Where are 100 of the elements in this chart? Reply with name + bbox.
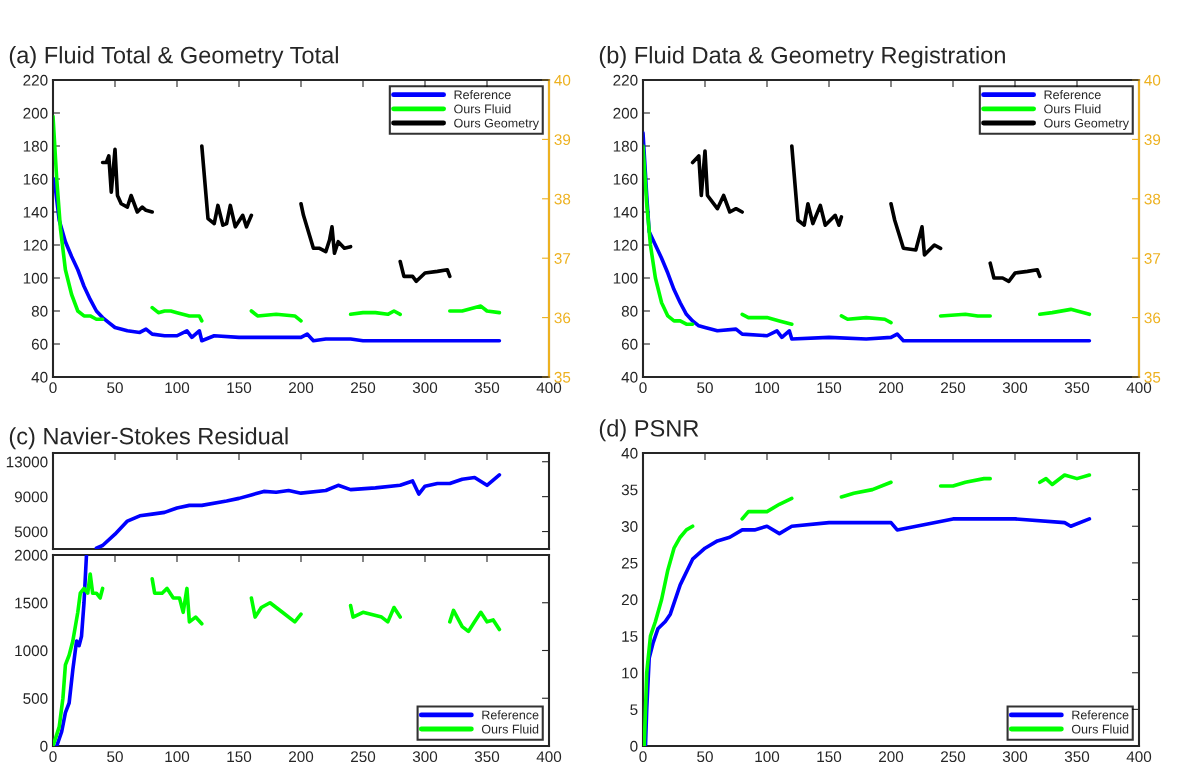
y-tick-label: 15 xyxy=(622,631,638,642)
y-tick-label: 500 xyxy=(23,693,48,704)
x-tick-label: 250 xyxy=(941,751,966,763)
chart-title: (b) Fluid Data & Geometry Registration xyxy=(599,46,1005,69)
y-tick-label: 140 xyxy=(23,206,48,218)
line-series xyxy=(53,177,502,343)
y-tick-label: 2000 xyxy=(14,549,48,561)
x-tick-label: 50 xyxy=(107,751,123,763)
y-tick-label: 5000 xyxy=(14,526,48,538)
y-tick-label: 5 xyxy=(630,704,638,716)
y-tick-label: 1500 xyxy=(15,597,48,609)
x-tick-label: 400 xyxy=(536,382,562,394)
y-tick-label: 40 xyxy=(621,371,638,383)
x-tick-label: 0 xyxy=(49,382,57,394)
y2-tick-label: 36 xyxy=(1144,312,1161,324)
y-tick-label: 10 xyxy=(622,667,638,679)
x-tick-label: 300 xyxy=(1002,751,1028,763)
x-tick-label: 150 xyxy=(817,382,842,394)
legend-label: Ours Geometry xyxy=(1044,118,1129,130)
y2-tick-label: 39 xyxy=(554,134,571,146)
y-tick-label: 100 xyxy=(613,272,638,284)
y-tick-label: 20 xyxy=(621,594,638,606)
y-tick-label: 180 xyxy=(613,140,638,152)
y-tick-label: 1000 xyxy=(15,645,48,657)
y-tick-label: 30 xyxy=(621,521,638,532)
x-tick-label: 350 xyxy=(1064,751,1090,763)
y-tick-label: 40 xyxy=(621,447,638,459)
y-tick-label: 100 xyxy=(23,272,48,284)
legend-label: Ours Fluid xyxy=(1071,724,1129,734)
y2-tick-label: 35 xyxy=(1144,371,1161,383)
x-tick-label: 250 xyxy=(351,382,376,394)
y-tick-label: 35 xyxy=(621,484,638,496)
chart-title: (a) Fluid Total & Geometry Total xyxy=(9,46,338,69)
y-tick-label: 40 xyxy=(31,371,48,383)
x-tick-label: 0 xyxy=(639,751,647,763)
chart-title: (c) Navier-Stokes Residual xyxy=(9,427,288,450)
y-tick-label: 0 xyxy=(40,740,48,752)
y-tick-label: 25 xyxy=(621,557,638,569)
x-tick-label: 200 xyxy=(289,382,314,394)
y-tick-label: 200 xyxy=(23,107,48,119)
line-series xyxy=(94,473,502,549)
x-tick-label: 200 xyxy=(289,751,314,763)
y-tick-label: 9000 xyxy=(14,491,48,503)
x-tick-label: 350 xyxy=(1064,382,1090,394)
legend-label: Reference xyxy=(1044,90,1101,100)
x-tick-label: 100 xyxy=(755,751,780,763)
x-tick-label: 50 xyxy=(697,751,713,763)
x-tick-label: 200 xyxy=(879,382,904,394)
x-tick-label: 400 xyxy=(1126,382,1152,394)
y-tick-label: 60 xyxy=(31,338,48,350)
y2-tick-label: 40 xyxy=(554,74,571,86)
y-tick-label: 13000 xyxy=(6,456,48,468)
x-tick-label: 100 xyxy=(165,382,190,394)
x-tick-label: 300 xyxy=(1002,382,1028,394)
x-tick-label: 100 xyxy=(165,751,190,763)
x-tick-label: 50 xyxy=(107,382,123,394)
x-tick-label: 300 xyxy=(412,382,438,394)
x-tick-label: 150 xyxy=(817,751,842,763)
legend-label: Reference xyxy=(482,710,539,720)
x-tick-label: 400 xyxy=(536,751,562,763)
x-tick-label: 0 xyxy=(639,382,647,394)
x-tick-label: 50 xyxy=(697,382,713,394)
y-tick-label: 220 xyxy=(23,74,48,86)
y-tick-label: 60 xyxy=(621,338,638,350)
y-tick-label: 80 xyxy=(621,305,638,317)
x-tick-label: 400 xyxy=(1126,751,1152,763)
chart-title: (d) PSNR xyxy=(599,419,699,442)
x-tick-label: 250 xyxy=(941,382,966,394)
y2-tick-label: 37 xyxy=(554,253,571,264)
x-tick-label: 150 xyxy=(227,382,252,394)
y-tick-label: 120 xyxy=(613,239,638,251)
x-tick-label: 350 xyxy=(474,751,500,763)
y2-tick-label: 36 xyxy=(554,312,571,324)
legend-label: Ours Geometry xyxy=(454,118,539,130)
y2-tick-label: 38 xyxy=(1144,193,1161,205)
x-tick-label: 200 xyxy=(879,751,904,763)
y2-tick-label: 39 xyxy=(1144,134,1161,146)
y-tick-label: 200 xyxy=(613,107,638,119)
y-tick-label: 180 xyxy=(23,140,48,152)
y2-tick-label: 35 xyxy=(554,371,571,383)
y-tick-label: 120 xyxy=(23,239,48,251)
y-tick-label: 160 xyxy=(23,173,48,185)
x-tick-label: 100 xyxy=(755,382,780,394)
y-tick-label: 0 xyxy=(630,740,638,752)
legend-label: Reference xyxy=(454,90,511,100)
legend-label: Ours Fluid xyxy=(481,724,539,734)
x-tick-label: 300 xyxy=(412,751,438,763)
legend-label: Ours Fluid xyxy=(454,104,511,114)
x-tick-label: 250 xyxy=(351,751,376,763)
legend-label: Ours Fluid xyxy=(1044,104,1101,114)
y-tick-label: 160 xyxy=(613,173,638,185)
y-tick-label: 140 xyxy=(613,206,638,218)
x-tick-label: 0 xyxy=(49,751,57,763)
y-tick-label: 220 xyxy=(613,74,638,86)
y2-tick-label: 38 xyxy=(554,193,571,205)
y2-tick-label: 40 xyxy=(1144,74,1161,86)
x-tick-label: 150 xyxy=(227,751,252,763)
y2-tick-label: 37 xyxy=(1144,253,1161,264)
legend-label: Reference xyxy=(1072,710,1129,720)
x-tick-label: 350 xyxy=(474,382,500,394)
